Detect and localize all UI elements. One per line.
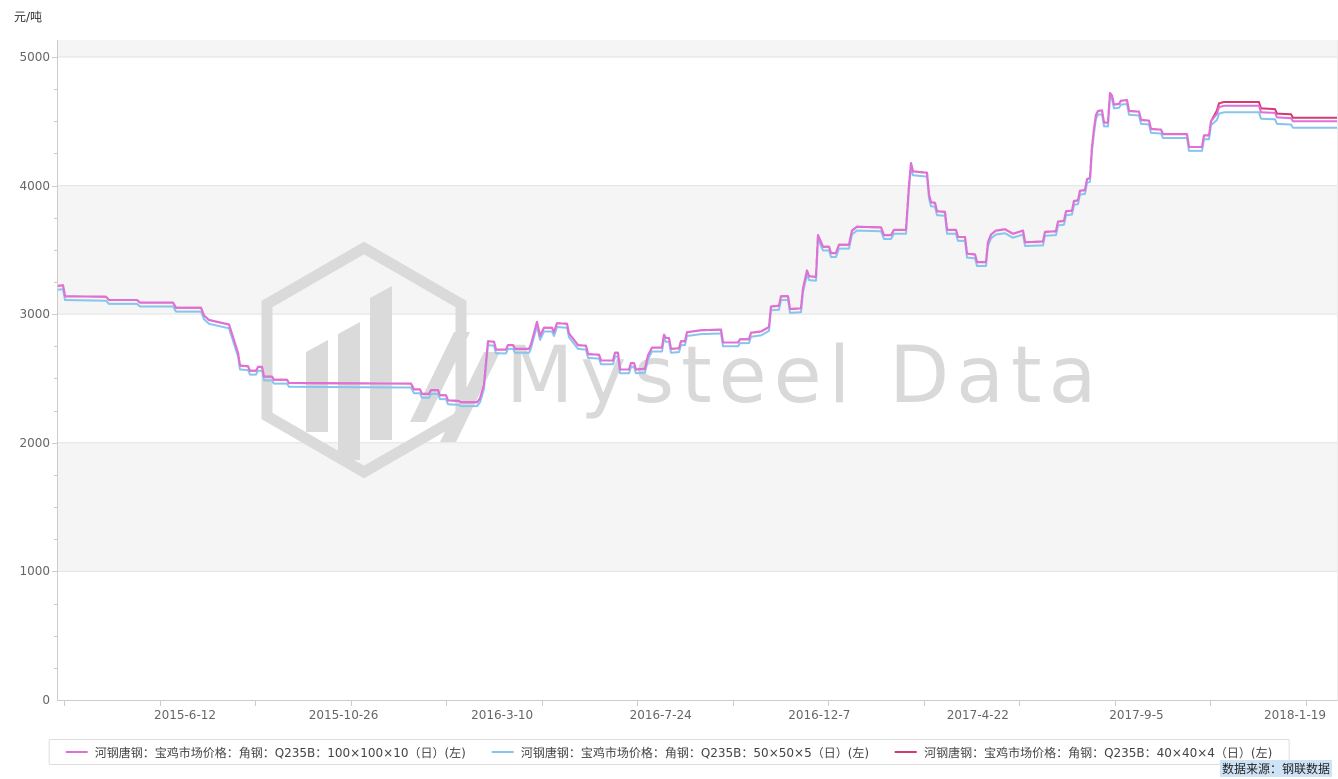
chart-canvas: Mysteel Data <box>58 40 1337 572</box>
x-tick-label-2017-9-5: 2017-9-5 <box>1109 708 1164 722</box>
y-tick-mark <box>52 571 57 573</box>
y-tick-mark <box>54 89 57 91</box>
y-tick-mark <box>52 442 57 444</box>
x-tick-label-2016-3-10: 2016-3-10 <box>471 708 534 722</box>
legend-label-1: 河钢唐钢：宝鸡市场价格：角钢：Q235B：50×50×5（日）(左) <box>520 745 870 760</box>
logo-slash-1 <box>410 332 470 422</box>
y-tick-mark <box>54 121 57 123</box>
y-tick-mark <box>54 217 57 219</box>
legend-marker-0 <box>65 751 88 753</box>
legend-marker-1 <box>491 751 514 753</box>
series-line-0 <box>58 92 1337 404</box>
x-tick-mark <box>732 701 734 706</box>
y-tick-mark <box>54 410 57 412</box>
x-tick-label-2017-4-22: 2017-4-22 <box>946 708 1009 722</box>
x-tick-label-2015-6-12: 2015-6-12 <box>153 708 217 722</box>
y-tick-label-0: 0 <box>42 693 50 707</box>
x-tick-mark <box>637 701 638 706</box>
x-tick-mark <box>159 701 161 706</box>
y-tick-mark <box>54 603 57 605</box>
y-tick-mark <box>54 474 57 476</box>
series-lines <box>58 92 1337 408</box>
legend-label-2: 河钢唐钢：宝鸡市场价格：角钢：Q235B：40×40×4（日）(左) <box>924 745 1273 760</box>
x-tick-mark <box>1019 701 1020 706</box>
x-tick-label-2016-7-24: 2016-7-24 <box>629 708 692 722</box>
x-tick-mark <box>541 701 543 706</box>
x-tick-mark <box>350 701 352 706</box>
y-tick-mark <box>54 153 57 155</box>
y-tick-label-3000: 3000 <box>19 307 50 322</box>
y-tick-mark <box>54 539 57 541</box>
y-tick-mark <box>52 185 57 187</box>
series-line-1 <box>58 95 1337 408</box>
x-tick-mark <box>1305 701 1307 706</box>
band-1000-2000 <box>58 442 1337 572</box>
mysteel-hexagon-logo <box>261 241 467 479</box>
y-tick-mark <box>54 346 57 348</box>
legend-item-0[interactable]: 河钢唐钢：宝鸡市场价格：角钢：Q235B：100×100×10（日）(左) <box>65 744 466 761</box>
y-tick-mark <box>52 314 57 316</box>
x-tick-mark <box>1114 701 1116 706</box>
x-tick-mark <box>64 701 65 706</box>
x-tick-label-2016-12-7: 2016-12-7 <box>788 708 851 722</box>
y-tick-mark <box>54 507 57 509</box>
logo-bar-2 <box>338 322 360 460</box>
y-tick-label-1000: 1000 <box>19 564 50 579</box>
watermark-text: Mysteel Data <box>506 331 1103 421</box>
y-tick-label-2000: 2000 <box>19 435 50 450</box>
y-tick-mark <box>54 635 57 637</box>
y-tick-label-5000: 5000 <box>19 49 50 64</box>
x-tick-mark <box>828 701 829 706</box>
logo-bar-3 <box>370 286 392 440</box>
x-tick-mark <box>446 701 447 706</box>
y-tick-mark <box>52 56 57 58</box>
x-tick-mark <box>255 701 256 706</box>
legend-label-0: 河钢唐钢：宝鸡市场价格：角钢：Q235B：100×100×10（日）(左) <box>94 745 466 760</box>
legend: 河钢唐钢：宝鸡市场价格：角钢：Q235B：100×100×10（日）(左) 河钢唐… <box>48 739 1290 765</box>
y-tick-mark <box>54 667 57 669</box>
legend-marker-2 <box>895 751 918 753</box>
x-tick-mark <box>1210 701 1211 706</box>
band-5000-5132 <box>58 40 1337 57</box>
y-tick-mark <box>54 282 57 284</box>
data-source-label: 数据来源：钢联数据 <box>1219 760 1332 777</box>
x-tick-label-2018-1-19: 2018-1-19 <box>1263 708 1327 722</box>
x-tick-label-2015-10-26: 2015-10-26 <box>308 708 379 722</box>
background-bands <box>58 40 1337 572</box>
y-tick-label-4000: 4000 <box>19 178 50 193</box>
x-tick-mark <box>923 701 925 706</box>
plot-area[interactable]: Mysteel Data <box>57 40 1338 701</box>
legend-item-2[interactable]: 河钢唐钢：宝鸡市场价格：角钢：Q235B：40×40×4（日）(左) <box>895 744 1272 761</box>
y-tick-mark <box>54 378 57 380</box>
band-3000-4000 <box>58 185 1337 315</box>
legend-item-1[interactable]: 河钢唐钢：宝鸡市场价格：角钢：Q235B：50×50×5（日）(左) <box>491 744 870 761</box>
y-axis-unit-label: 元/吨 <box>14 10 43 24</box>
y-tick-mark <box>54 249 57 251</box>
